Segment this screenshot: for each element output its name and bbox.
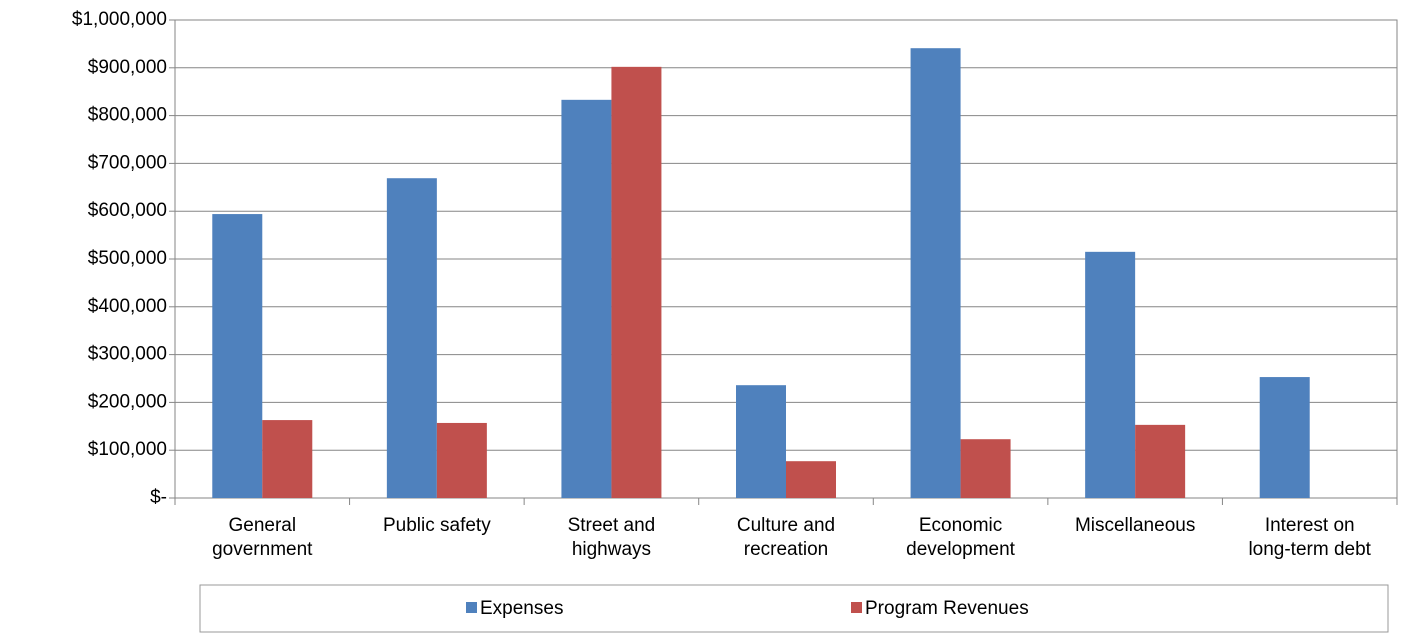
x-tick-label: Economic development — [906, 515, 1015, 560]
y-tick-label: $100,000 — [88, 439, 167, 460]
y-tick-label: $- — [150, 487, 167, 508]
x-tick-label: Interest on long-term debt — [1248, 515, 1371, 560]
bar — [786, 461, 836, 498]
bar — [386, 178, 437, 498]
y-tick-label: $400,000 — [88, 296, 167, 317]
y-tick-label: $500,000 — [88, 248, 167, 269]
legend-label: Program Revenues — [865, 598, 1029, 619]
y-tick-label: $300,000 — [88, 344, 167, 365]
legend-label: Expenses — [480, 598, 563, 619]
x-tick-label: Public safety — [382, 515, 491, 536]
bar — [960, 439, 1011, 498]
legend-swatch — [851, 602, 862, 613]
bar — [1085, 251, 1136, 498]
bar — [212, 214, 263, 498]
bar — [1259, 377, 1310, 498]
y-tick-label: $600,000 — [88, 200, 167, 221]
legend-swatch — [466, 602, 477, 613]
y-tick-label: $200,000 — [88, 391, 167, 412]
x-tick-label: Culture and recreation — [736, 515, 836, 560]
bar — [910, 48, 961, 499]
bar — [436, 422, 487, 498]
y-tick-label: $900,000 — [88, 57, 167, 78]
x-tick-label: Street and highways — [567, 515, 656, 560]
bar — [262, 420, 313, 498]
x-tick-label: General government — [212, 515, 313, 560]
y-tick-label: $1,000,000 — [72, 9, 167, 30]
legend-box — [199, 584, 1389, 633]
bar — [1135, 424, 1186, 498]
y-tick-label: $700,000 — [88, 152, 167, 173]
x-tick-label: Miscellaneous — [1074, 515, 1196, 536]
bar — [736, 385, 786, 498]
bar — [561, 99, 612, 499]
bar — [611, 66, 662, 499]
y-tick-label: $800,000 — [88, 105, 167, 126]
